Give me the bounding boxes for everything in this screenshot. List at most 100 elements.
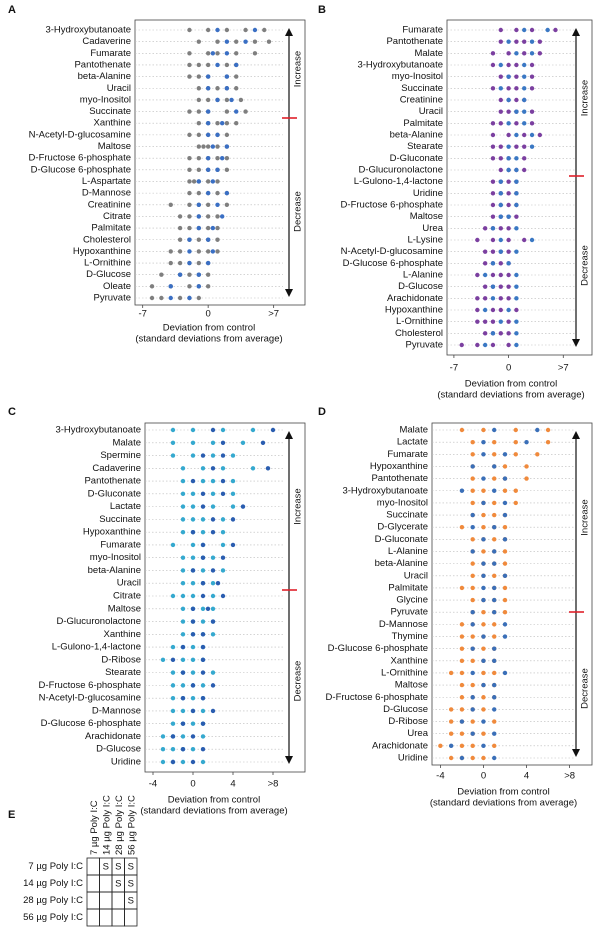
dot — [514, 144, 519, 149]
dot — [205, 62, 211, 68]
dot — [506, 319, 511, 324]
dot — [215, 121, 220, 126]
dot — [498, 179, 503, 184]
row-label: D-Mannose — [379, 619, 428, 630]
dot — [215, 62, 220, 68]
dot — [220, 491, 226, 497]
dot — [180, 657, 186, 663]
dot — [470, 549, 475, 554]
trend-label: Increase — [580, 499, 591, 535]
row-label: Citrate — [103, 211, 131, 222]
dot — [514, 86, 519, 91]
table-cell — [86, 891, 100, 910]
dot — [190, 606, 196, 611]
dot — [205, 121, 211, 126]
dot — [448, 719, 454, 724]
column-header: 56 µg Poly I:C — [126, 795, 137, 855]
dot — [170, 721, 176, 726]
dot — [170, 670, 176, 675]
dot — [529, 74, 535, 79]
dot — [190, 529, 196, 535]
panel-label: B — [318, 4, 326, 16]
dot — [196, 167, 202, 173]
dot — [210, 504, 216, 509]
dot — [482, 284, 488, 289]
dot — [210, 632, 216, 637]
table-cell — [99, 908, 113, 927]
dot — [220, 478, 226, 484]
row-label: D-Fructose 6-phosphate — [341, 200, 443, 211]
row-label: N-Acetyl-D-glucosamine — [39, 693, 141, 704]
dot — [535, 452, 540, 457]
dot — [498, 261, 503, 266]
dot — [180, 644, 186, 650]
dot — [220, 517, 226, 522]
row-label: N-Acetyl-D-glucosamine — [29, 129, 131, 140]
row-label: L-Ornithine — [396, 316, 443, 327]
row-label: Cadaverine — [82, 36, 131, 47]
dot — [205, 144, 211, 149]
dot — [200, 568, 206, 573]
dot — [506, 214, 511, 219]
dot — [180, 504, 186, 509]
dot — [492, 634, 497, 639]
dot — [177, 249, 183, 254]
dot — [210, 568, 216, 573]
dot — [506, 191, 511, 196]
dot — [529, 144, 535, 149]
dot — [459, 707, 465, 712]
dot — [210, 529, 216, 535]
dot — [220, 453, 226, 458]
dot — [506, 226, 511, 231]
row-label: D-Glucose 6-phosphate — [343, 258, 443, 269]
dot — [481, 573, 486, 578]
dot — [475, 319, 480, 324]
dot — [170, 708, 176, 714]
x-tick-label: -7 — [450, 363, 458, 374]
row-label: Fumarate — [90, 48, 131, 59]
row-label: D-Fructose 6-phosphate — [39, 680, 141, 691]
dot — [514, 296, 519, 301]
dot — [529, 121, 535, 126]
dot — [522, 132, 527, 138]
row-label: Spermine — [100, 450, 141, 461]
x-axis-label: (standard deviations from average) — [430, 798, 577, 809]
dot — [506, 307, 511, 313]
dot — [205, 97, 211, 103]
dot — [513, 427, 518, 433]
dot — [482, 261, 488, 266]
dot — [492, 743, 497, 749]
row-label: Pyruvate — [406, 340, 444, 351]
dot — [513, 500, 518, 506]
dot — [205, 272, 211, 277]
dot — [498, 74, 503, 79]
dot — [210, 683, 216, 688]
panel-label: C — [8, 406, 16, 418]
dot — [545, 427, 551, 433]
dot — [196, 132, 202, 138]
dot — [514, 307, 519, 313]
dot — [215, 51, 220, 56]
dot — [502, 573, 508, 578]
dot — [210, 670, 216, 675]
dot — [553, 27, 558, 33]
dot — [524, 476, 529, 481]
dot — [187, 295, 192, 301]
dot — [492, 719, 497, 724]
row-label: 3-Hydroxybutanoate — [45, 25, 131, 36]
x-tick-label: >8 — [268, 779, 279, 790]
dot — [180, 606, 186, 611]
dot — [205, 109, 211, 114]
dot — [215, 249, 220, 254]
dot — [492, 427, 497, 433]
dot — [490, 261, 496, 266]
row-label: Pyruvate — [391, 607, 429, 618]
dot — [243, 39, 248, 44]
dot — [502, 561, 508, 566]
dot — [196, 74, 202, 79]
dot — [492, 597, 497, 603]
x-axis-label: Deviation from control — [465, 379, 557, 390]
dot — [243, 109, 248, 114]
dot — [506, 296, 511, 301]
plot-box — [446, 19, 593, 356]
